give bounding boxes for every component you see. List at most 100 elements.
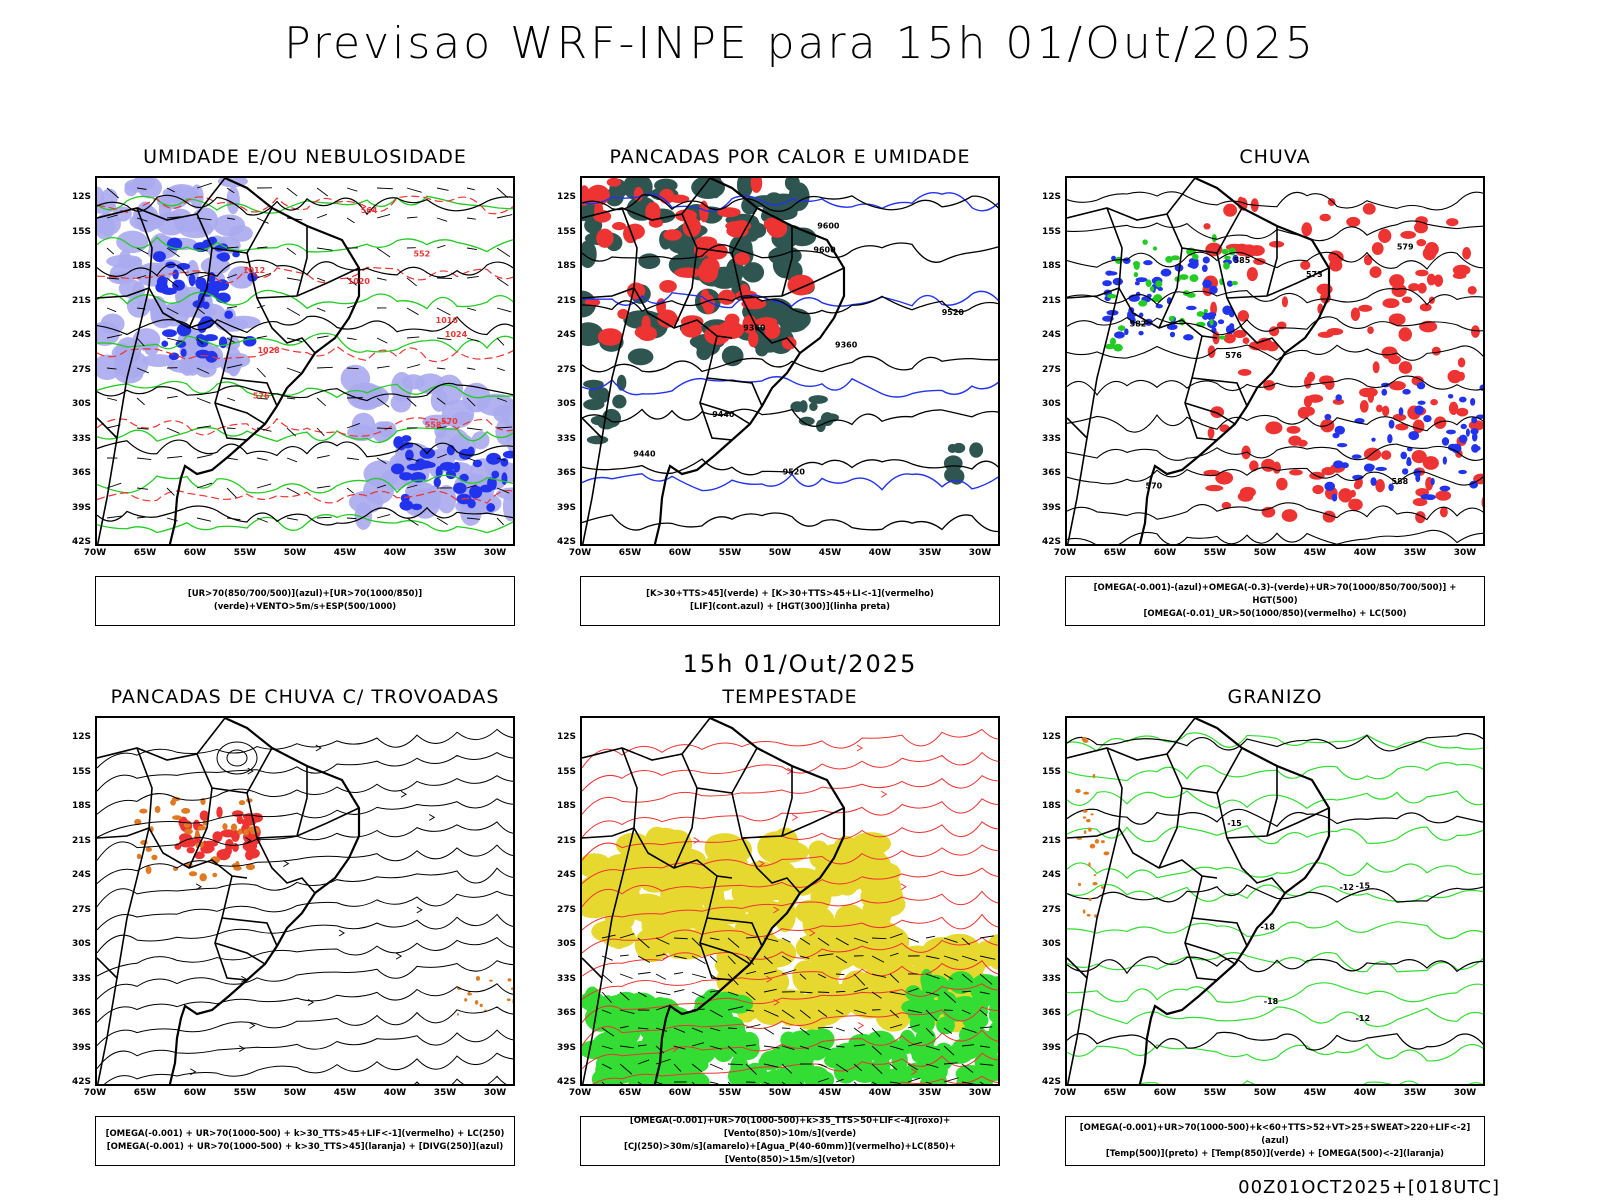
wind-vector (226, 306, 237, 309)
wind-vector (376, 484, 386, 489)
political-border (781, 766, 793, 837)
shaded-area (1395, 423, 1409, 431)
wind-vector (196, 247, 209, 252)
shaded-area (1231, 280, 1238, 286)
contour-line (97, 195, 513, 215)
wind-vector (925, 991, 940, 996)
streamline (97, 1029, 513, 1069)
shaded-area (781, 336, 797, 350)
panel-title: UMIDADE E/OU NEBULOSIDADE (143, 146, 467, 168)
shaded-area (1400, 230, 1416, 239)
latitude-tick-label: 21S (1041, 295, 1061, 306)
shaded-area (226, 186, 240, 215)
shaded-area (1086, 818, 1091, 823)
political-border (781, 226, 793, 297)
shaded-area (583, 379, 604, 389)
shaded-area (714, 954, 751, 977)
wind-vector (673, 971, 684, 975)
legend-line: [LIF](cont.azul) + [HGT(300)](linha pret… (689, 602, 891, 612)
wind-vector (655, 1058, 671, 1065)
shaded-area (659, 188, 675, 204)
shaded-area (691, 178, 726, 199)
shaded-area (489, 979, 493, 982)
shaded-area (617, 308, 629, 320)
wind-vector (601, 1009, 612, 1014)
wind-vector (691, 955, 706, 965)
contour-line (582, 192, 998, 213)
shaded-area (1408, 430, 1420, 441)
wind-vector (781, 1081, 786, 1084)
shaded-area (486, 452, 502, 465)
streamline (97, 728, 513, 769)
longitude-tick-label: 35W (433, 548, 457, 558)
longitude-tick-label: 55W (718, 548, 742, 558)
shaded-area (674, 267, 702, 278)
shaded-area (188, 871, 198, 877)
shaded-area (1221, 248, 1229, 255)
shaded-area (1401, 296, 1413, 304)
shaded-area (750, 178, 763, 193)
wind-vector (745, 970, 757, 975)
map-frame (95, 716, 515, 1086)
latitude-tick-label: 21S (71, 295, 91, 306)
shaded-area (1471, 444, 1480, 453)
streamline-arrow (672, 1045, 679, 1053)
shaded-area (1457, 357, 1466, 368)
wind-vector (691, 973, 707, 979)
longitude-tick-label: 65W (133, 548, 157, 558)
shaded-area (1331, 493, 1338, 502)
shaded-area (988, 1007, 998, 1023)
longitude-tick-label: 55W (718, 1088, 742, 1098)
wind-vector (835, 1063, 849, 1073)
contour-line (1067, 191, 1483, 211)
shaded-area (495, 418, 513, 446)
shaded-area (1301, 222, 1312, 237)
wind-vector (166, 456, 183, 459)
wind-vector (655, 1045, 665, 1054)
longitude-tick-label: 35W (433, 1088, 457, 1098)
political-border (1184, 942, 1236, 965)
political-border (1166, 207, 1243, 254)
shaded-area (1105, 270, 1114, 276)
shaded-area (766, 840, 809, 863)
streamline-arrow (338, 929, 345, 937)
shaded-area (139, 808, 148, 814)
shaded-area (921, 974, 950, 998)
wind-vector (871, 955, 885, 963)
wind-vector (997, 1046, 998, 1047)
shaded-area (1092, 881, 1098, 886)
wind-vector (763, 970, 777, 975)
wind-vector (166, 247, 180, 258)
shaded-area (1381, 346, 1398, 360)
political-border (256, 267, 360, 299)
wind-vector (619, 973, 633, 979)
wind-vector (136, 367, 149, 374)
shaded-area (809, 402, 818, 412)
streamline-arrow (315, 744, 322, 752)
coastline (168, 718, 361, 1084)
longitude-tick-label: 50W (283, 548, 307, 558)
panel-title: CHUVA (1239, 146, 1311, 168)
shaded-area (1321, 466, 1336, 476)
panel-legend: [K>30+TTS>45](verde) + [K>30+TTS>45+LI<-… (580, 576, 1000, 626)
shaded-area (645, 201, 661, 223)
political-border (582, 178, 711, 221)
shaded-area (1448, 401, 1459, 416)
shaded-area (415, 373, 446, 395)
political-border (706, 377, 763, 407)
contour-line (1067, 824, 1483, 845)
wind-vector (106, 397, 118, 401)
political-border (214, 942, 266, 965)
wind-vector (763, 988, 777, 993)
shaded-area (430, 389, 448, 412)
wind-vector (835, 1009, 844, 1015)
streamline-arrow (195, 883, 202, 891)
streamline (97, 751, 513, 792)
wind-vector (943, 1062, 958, 1065)
wind-vector (346, 187, 358, 192)
shaded-area (1281, 509, 1298, 522)
contour-label: 1024 (445, 330, 468, 339)
wind-vector (709, 955, 718, 963)
contour-line (1067, 529, 1483, 544)
shaded-area (1248, 341, 1264, 351)
